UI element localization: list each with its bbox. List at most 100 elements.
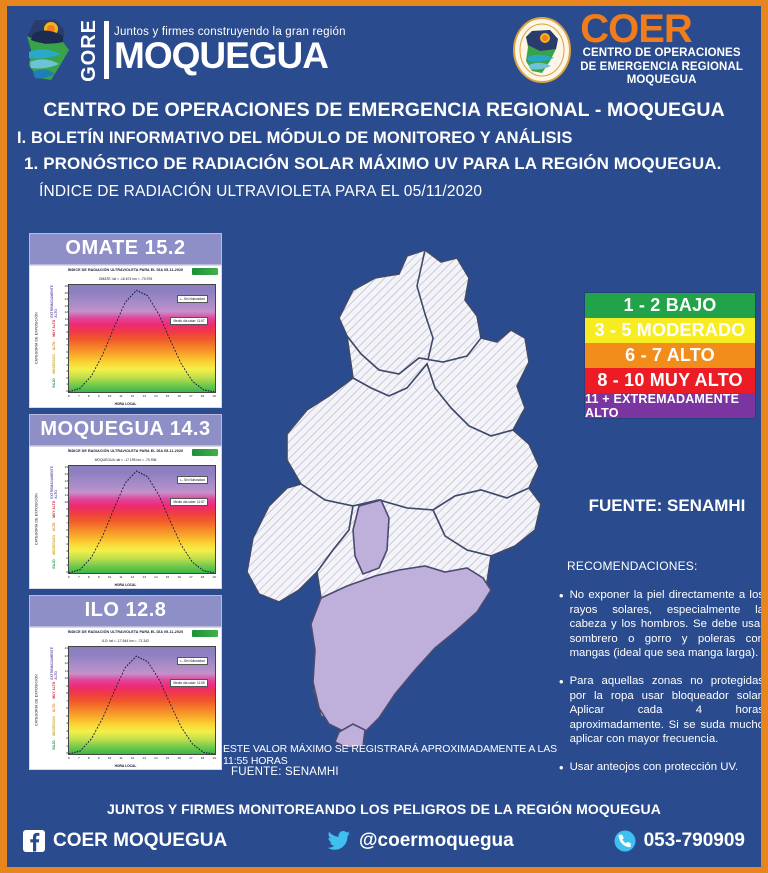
station-panel-ilo: ILO 12.8 ÍNDICE DE RADIACIÓN ULTRAVIOLET… — [29, 595, 222, 770]
y-tick: 10 — [64, 676, 68, 680]
y-tick: 5 — [66, 535, 68, 539]
twitter-icon — [327, 831, 351, 850]
chart-title: ÍNDICE DE RADIACIÓN ULTRAVIOLETA PARA EL… — [67, 268, 184, 272]
chart-uv-curve — [69, 470, 215, 573]
chart-legend-note: Medio día solar: 11:57 — [170, 498, 208, 507]
phone-number: 053-790909 — [643, 830, 745, 851]
chart-y-axis-label: CATEGORÍA DE EXPOSICIÓN — [34, 312, 39, 365]
facebook-link[interactable]: COER MOQUEGUA — [23, 830, 227, 852]
chart-title: ÍNDICE DE RADIACIÓN ULTRAVIOLETA PARA EL… — [67, 630, 184, 634]
recommendation-item: • Para aquellas zonas no protegidas por … — [559, 674, 761, 747]
x-tick: 7 — [77, 575, 80, 579]
x-tick: 15 — [165, 575, 170, 579]
chart-y-ticks: 01234567891011121314 — [60, 646, 68, 755]
x-tick: 11 — [119, 756, 123, 760]
recommendation-item: • Usar anteojos con protección UV. — [559, 760, 761, 776]
chart-subtitle: OMATE: lat = -16.674 lon = -70.976 — [98, 277, 153, 281]
chart-subtitle: ILO: lat = -17.644 lon = -71.342 — [101, 639, 150, 643]
y-tick: 15 — [64, 465, 68, 469]
x-tick: 14 — [154, 394, 158, 398]
uv-legend-row-moderado: 3 - 5 MODERADO — [585, 318, 755, 343]
footer-slogan: JUNTOS Y FIRMES MONITOREANDO LOS PELIGRO… — [107, 801, 661, 817]
x-tick: 13 — [142, 394, 146, 398]
y-tick: 1 — [66, 563, 68, 567]
legend-marker: •─ — [179, 658, 184, 663]
x-tick: 12 — [130, 575, 135, 579]
bullet-icon: • — [559, 588, 564, 603]
coer-subtitle-line2: DE EMERGENCIA REGIONAL — [580, 60, 743, 73]
map-note-source: FUENTE: SENAMHI — [231, 766, 339, 778]
legend-label: Sin Nubosidad — [183, 477, 205, 482]
x-tick: 9 — [97, 756, 100, 760]
y-tick: 10 — [64, 500, 68, 504]
x-tick: 17 — [189, 575, 193, 579]
y-tick: 9 — [66, 684, 68, 688]
x-tick: 14 — [154, 575, 158, 579]
x-tick: 11 — [119, 394, 123, 398]
chart-y-ticks: 0123456789101112131415 — [60, 465, 68, 574]
chart-plot-area: •─ Sin Nubosidad Medio día solar: 11:57 — [68, 284, 216, 393]
x-tick: 15 — [165, 394, 170, 398]
moquegua-region-map[interactable] — [229, 238, 559, 748]
x-tick: 9 — [97, 575, 100, 579]
uv-legend-row-extremadamente-alto: 11 + EXTREMADAMENTE ALTO — [585, 392, 755, 420]
twitter-link[interactable]: @coermoquegua — [227, 830, 613, 852]
chart-x-ticks: 6 7 8 9 10 11 12 13 14 15 16 17 18 19 — [68, 575, 216, 581]
senamhi-logo-icon — [192, 449, 218, 456]
phone-contact[interactable]: 053-790909 — [614, 830, 745, 852]
bulletin-section-title: I. BOLETÍN INFORMATIVO DEL MÓDULO DE MON… — [17, 129, 573, 147]
coer-seal-icon — [513, 17, 572, 83]
y-tick: 4 — [66, 363, 68, 367]
legend-label: Sin Nubosidad — [183, 658, 205, 663]
y-tick: 5 — [66, 714, 68, 718]
title-block: CENTRO DE OPERACIONES DE EMERGENCIA REGI… — [7, 94, 761, 201]
header-bar: GORE Juntos y firmes construyendo la gra… — [7, 6, 761, 94]
chart-legend-note: Medio día solar: 11:57 — [170, 317, 208, 326]
x-tick: 18 — [200, 394, 205, 398]
x-tick: 11 — [119, 575, 123, 579]
y-tick: 13 — [64, 479, 68, 483]
x-tick: 16 — [177, 756, 181, 760]
chart-legend-series: •─ Sin Nubosidad — [176, 475, 208, 484]
x-tick: 17 — [189, 756, 193, 760]
y-tick: 6 — [66, 706, 68, 710]
coer-logo: COER CENTRO DE OPERACIONES DE EMERGENCIA… — [512, 9, 747, 88]
chart-x-axis-label: HORA LOCAL — [114, 764, 137, 768]
chart-uv-curve — [69, 289, 215, 392]
map-note-max-time: ESTE VALOR MÁXIMO SE REGISTRARÁ APROXIMA… — [223, 743, 558, 767]
y-tick: 6 — [66, 528, 68, 532]
chart-legend-series: •─ Sin Nubosidad — [176, 656, 208, 665]
y-tick: 12 — [64, 661, 68, 665]
x-tick: 10 — [107, 394, 112, 398]
chart-y-axis-label: CATEGORÍA DE EXPOSICIÓN — [34, 493, 39, 546]
legend-marker: •─ — [179, 477, 184, 482]
facebook-label: COER MOQUEGUA — [53, 830, 228, 851]
y-tick: 4 — [66, 721, 68, 725]
chart-plot-area: •─ Sin Nubosidad Medio día solar: 11:57 — [68, 465, 216, 574]
recommendation-item: • No exponer la piel directamente a los … — [559, 588, 761, 661]
forecast-subsection-title: 1. PRONÓSTICO DE RADIACIÓN SOLAR MÁXIMO … — [24, 154, 722, 173]
senamhi-logo-icon — [192, 630, 218, 637]
map-svg — [246, 248, 542, 748]
y-tick: 0 — [66, 570, 68, 574]
y-tick: 5 — [66, 356, 68, 360]
recommendation-text: Para aquellas zonas no protegidas por la… — [569, 674, 761, 746]
x-tick: 10 — [107, 756, 112, 760]
footer-bar: COER MOQUEGUA @coermoquegua 053-790909 — [7, 821, 761, 861]
y-tick: 13 — [64, 303, 68, 308]
station-panel-header: MOQUEGUA 14.3 — [29, 414, 222, 446]
y-tick: 0 — [66, 751, 68, 755]
chart-y-axis-label: CATEGORÍA DE EXPOSICIÓN — [34, 674, 39, 727]
gore-brand: MOQUEGUA — [114, 35, 329, 77]
x-tick: 8 — [87, 756, 90, 760]
province-highlight-ilo — [310, 565, 492, 735]
province-highlight-strip — [352, 499, 390, 576]
x-tick: 6 — [68, 394, 70, 398]
uv-legend-row-bajo: 1 - 2 BAJO — [585, 293, 755, 318]
chart-x-ticks: 6 7 8 9 10 11 12 13 14 15 16 17 18 19 — [68, 756, 216, 762]
x-tick: 8 — [87, 575, 90, 579]
x-tick: 15 — [165, 756, 170, 760]
uv-chart-moquegua: ÍNDICE DE RADIACIÓN ULTRAVIOLETA PARA EL… — [29, 446, 222, 589]
y-tick: 1 — [66, 382, 68, 386]
